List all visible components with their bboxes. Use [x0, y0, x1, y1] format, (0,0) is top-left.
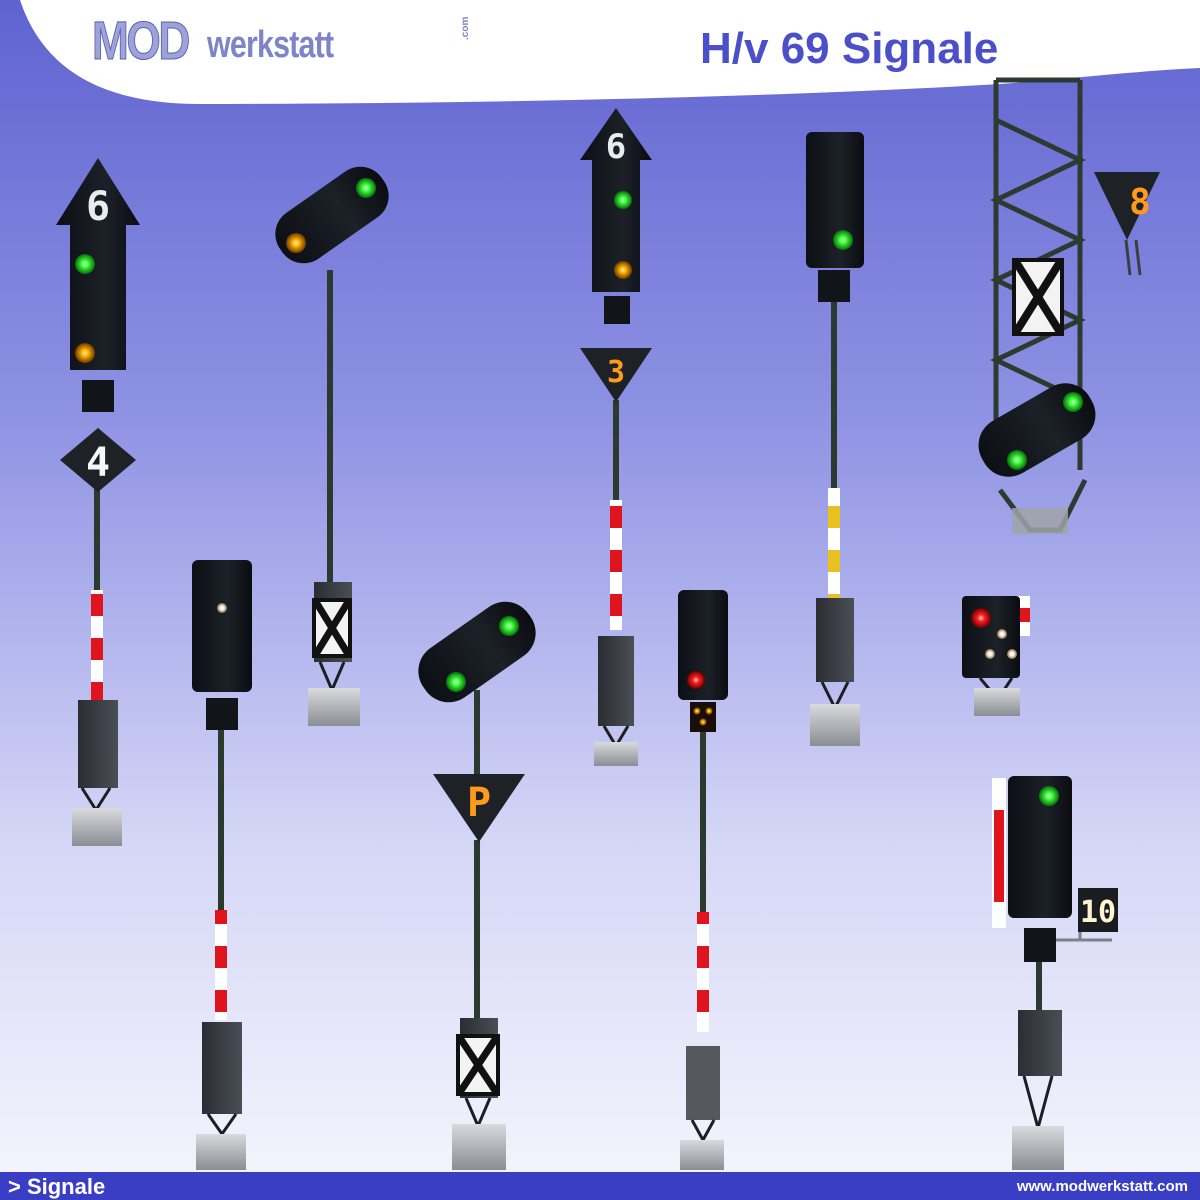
signal-1-mast [94, 470, 100, 600]
signal-7-green-lamp-lower [446, 672, 466, 692]
signal-4-housing [806, 132, 864, 268]
signal-4 [806, 132, 864, 746]
signal-3: 6 3 [580, 108, 652, 766]
signal-6 [192, 560, 252, 1170]
signal-4-base [810, 704, 860, 746]
breadcrumb[interactable]: > Signale [8, 1174, 106, 1199]
signal-6-housing [192, 560, 252, 692]
signal-6-mast [218, 728, 224, 918]
signal-2-mast [327, 270, 333, 590]
signal-1-lower-indicator-plate [60, 428, 136, 492]
signal-8-red-lamp [687, 671, 705, 689]
signal-8-yellow-lamp-1 [693, 707, 701, 715]
signal-2-yellow-lamp [286, 233, 306, 253]
signal-9-red-lamp [971, 608, 991, 628]
signal-8 [678, 590, 728, 1170]
signal-10-side-indicator: 10 [1080, 895, 1116, 930]
signal-8-yellow-lamp-3 [699, 718, 707, 726]
signal-9-base [974, 688, 1020, 716]
signal-10-base [1012, 1126, 1064, 1170]
signal-3-speed-indicator: 6 [606, 127, 626, 167]
signals-illustration: 6 4 6 3 [56, 77, 1160, 1170]
signal-8-yellow-lamp-2 [705, 707, 713, 715]
signal-10: 10 [992, 776, 1118, 1170]
signal-6-base [196, 1134, 246, 1170]
signal-10-mast [1036, 962, 1042, 1012]
signal-4-striped-post [828, 488, 840, 598]
signal-9-white-lamp-2 [985, 649, 995, 659]
signal-1-yellow-lamp [75, 343, 95, 363]
signal-7-green-lamp-upper [499, 616, 519, 636]
signal-5-green-lamp-upper [1063, 392, 1083, 412]
signal-7-lower-indicator: P [467, 780, 491, 826]
signal-3-green-lamp [614, 191, 632, 209]
signal-2-green-lamp [356, 178, 376, 198]
signal-6-white-lamp [217, 603, 227, 613]
signal-10-green-lamp [1039, 786, 1059, 806]
signal-1-lower-box [82, 380, 114, 412]
signal-9-white-lamp-1 [997, 629, 1007, 639]
signal-3-striped-post [610, 500, 622, 630]
signal-6-control-box [202, 1022, 242, 1114]
signal-5-indicator-plate [1094, 172, 1160, 240]
signal-5-green-lamp-lower [1007, 450, 1027, 470]
signal-9-white-lamp-3 [1007, 649, 1017, 659]
header: MOD werkstatt .com H/v 69 Signale [0, 0, 1200, 110]
logo-primary: MOD [92, 11, 191, 72]
signal-7-base [452, 1124, 506, 1170]
signal-8-mast [700, 730, 706, 920]
signal-7-mast [474, 840, 480, 1020]
logo-secondary: werkstatt [207, 24, 334, 66]
signal-7: P [418, 601, 536, 1170]
header-banner-shape [20, 0, 1200, 104]
signal-8-housing [678, 590, 728, 700]
signal-10-side-indicator-plate [1078, 888, 1118, 932]
signal-5-speed-indicator: 8 [1129, 182, 1151, 223]
signal-8-striped-post [697, 912, 709, 1032]
signal-1: 6 4 [56, 158, 140, 846]
signal-3-lower-indicator: 3 [607, 355, 625, 390]
modwerkstatt-logo[interactable]: MOD werkstatt .com [92, 10, 471, 74]
footer-bar: > Signale www.modwerkstatt.com [0, 1172, 1200, 1200]
signal-3-lower-indicator-plate [580, 348, 652, 402]
signal-1-base [72, 808, 122, 846]
signal-4-mast [831, 300, 837, 500]
signal-3-mast [613, 400, 619, 510]
signal-1-housing [56, 158, 140, 370]
signal-8-base [680, 1140, 724, 1170]
signal-1-lower-indicator: 4 [86, 440, 110, 486]
signal-9-housing [962, 596, 1020, 678]
signal-9 [962, 596, 1030, 716]
signal-7-indicator-plate [433, 774, 525, 842]
signal-5-housing [978, 383, 1096, 477]
signal-1-speed-indicator: 6 [86, 184, 110, 230]
signal-5: 8 [978, 77, 1160, 534]
page-title: H/v 69 Signale [700, 24, 999, 73]
signal-2 [275, 166, 389, 726]
signal-3-base [594, 742, 638, 766]
signal-4-green-lamp [833, 230, 853, 250]
website-link[interactable]: www.modwerkstatt.com [1016, 1178, 1188, 1195]
signal-10-control-box [1018, 1010, 1062, 1076]
signal-1-green-lamp [75, 254, 95, 274]
signal-1-striped-post [91, 590, 103, 700]
signal-3-control-box [598, 636, 634, 726]
signal-3-yellow-lamp [614, 261, 632, 279]
signal-8-control-box [686, 1046, 720, 1120]
signal-6-striped-post [215, 910, 227, 1020]
signal-10-housing [1008, 776, 1072, 918]
signal-2-housing [275, 166, 389, 264]
signal-1-control-box [78, 700, 118, 788]
signal-4-control-box [816, 598, 854, 682]
signal-2-base [308, 688, 360, 726]
